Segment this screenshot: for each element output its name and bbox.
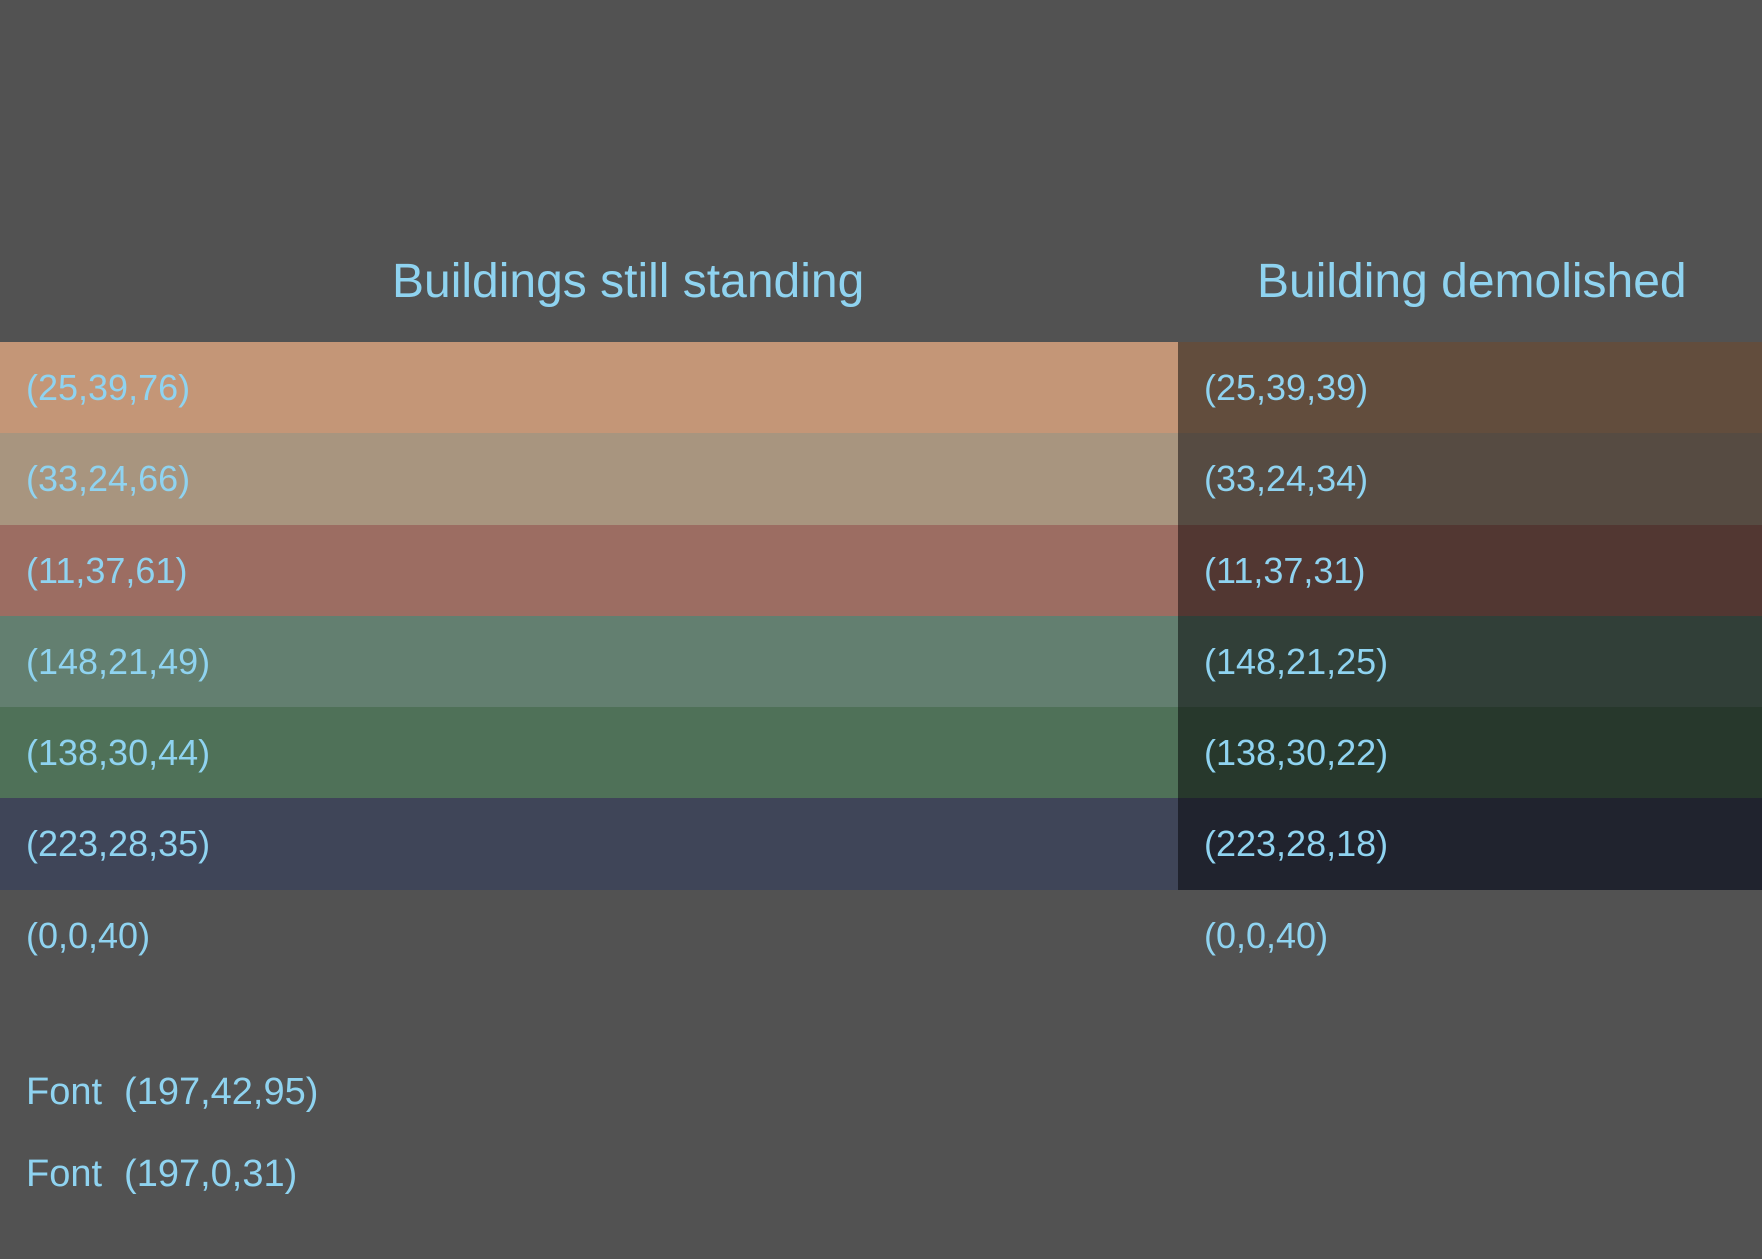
- font-label: Font: [26, 1153, 103, 1195]
- swatch-row: (138,30,44) (138,30,22): [0, 707, 1762, 799]
- standing-swatch: (148,21,49): [0, 615, 1178, 708]
- swatch-row: (33,24,66) (33,24,34): [0, 433, 1762, 525]
- demolished-swatch: (33,24,34): [1178, 433, 1762, 525]
- swatch-row: (25,39,76) (25,39,39): [0, 342, 1762, 434]
- standing-swatch: (0,0,40): [0, 889, 1178, 982]
- color-swatch-table: (25,39,76) (25,39,39) (33,24,66) (33,24,34)…: [0, 342, 1762, 982]
- font-color-line-2: Font (197,0,31): [26, 1149, 297, 1199]
- standing-swatch: (33,24,66): [0, 433, 1178, 525]
- swatch-row: (223,28,35) (223,28,18): [0, 798, 1762, 890]
- swatch-row: (0,0,40) (0,0,40): [0, 889, 1762, 982]
- demolished-swatch: (0,0,40): [1178, 889, 1762, 982]
- demolished-swatch: (148,21,25): [1178, 615, 1762, 708]
- swatch-row: (148,21,49) (148,21,25): [0, 615, 1762, 708]
- font-value: (197,42,95): [124, 1071, 319, 1113]
- demolished-swatch: (11,37,31): [1178, 524, 1762, 616]
- font-value: (197,0,31): [124, 1153, 298, 1195]
- font-color-line-1: Font (197,42,95): [26, 1067, 318, 1117]
- standing-swatch: (138,30,44): [0, 707, 1178, 799]
- standing-swatch: (11,37,61): [0, 524, 1178, 616]
- swatch-row: (11,37,61) (11,37,31): [0, 524, 1762, 616]
- heading-buildings-standing: Buildings still standing: [392, 255, 865, 308]
- standing-swatch: (223,28,35): [0, 798, 1178, 890]
- heading-building-demolished: Building demolished: [1257, 255, 1687, 308]
- font-label: Font: [26, 1071, 103, 1113]
- demolished-swatch: (25,39,39): [1178, 342, 1762, 434]
- demolished-swatch: (223,28,18): [1178, 798, 1762, 890]
- standing-swatch: (25,39,76): [0, 342, 1178, 434]
- demolished-swatch: (138,30,22): [1178, 707, 1762, 799]
